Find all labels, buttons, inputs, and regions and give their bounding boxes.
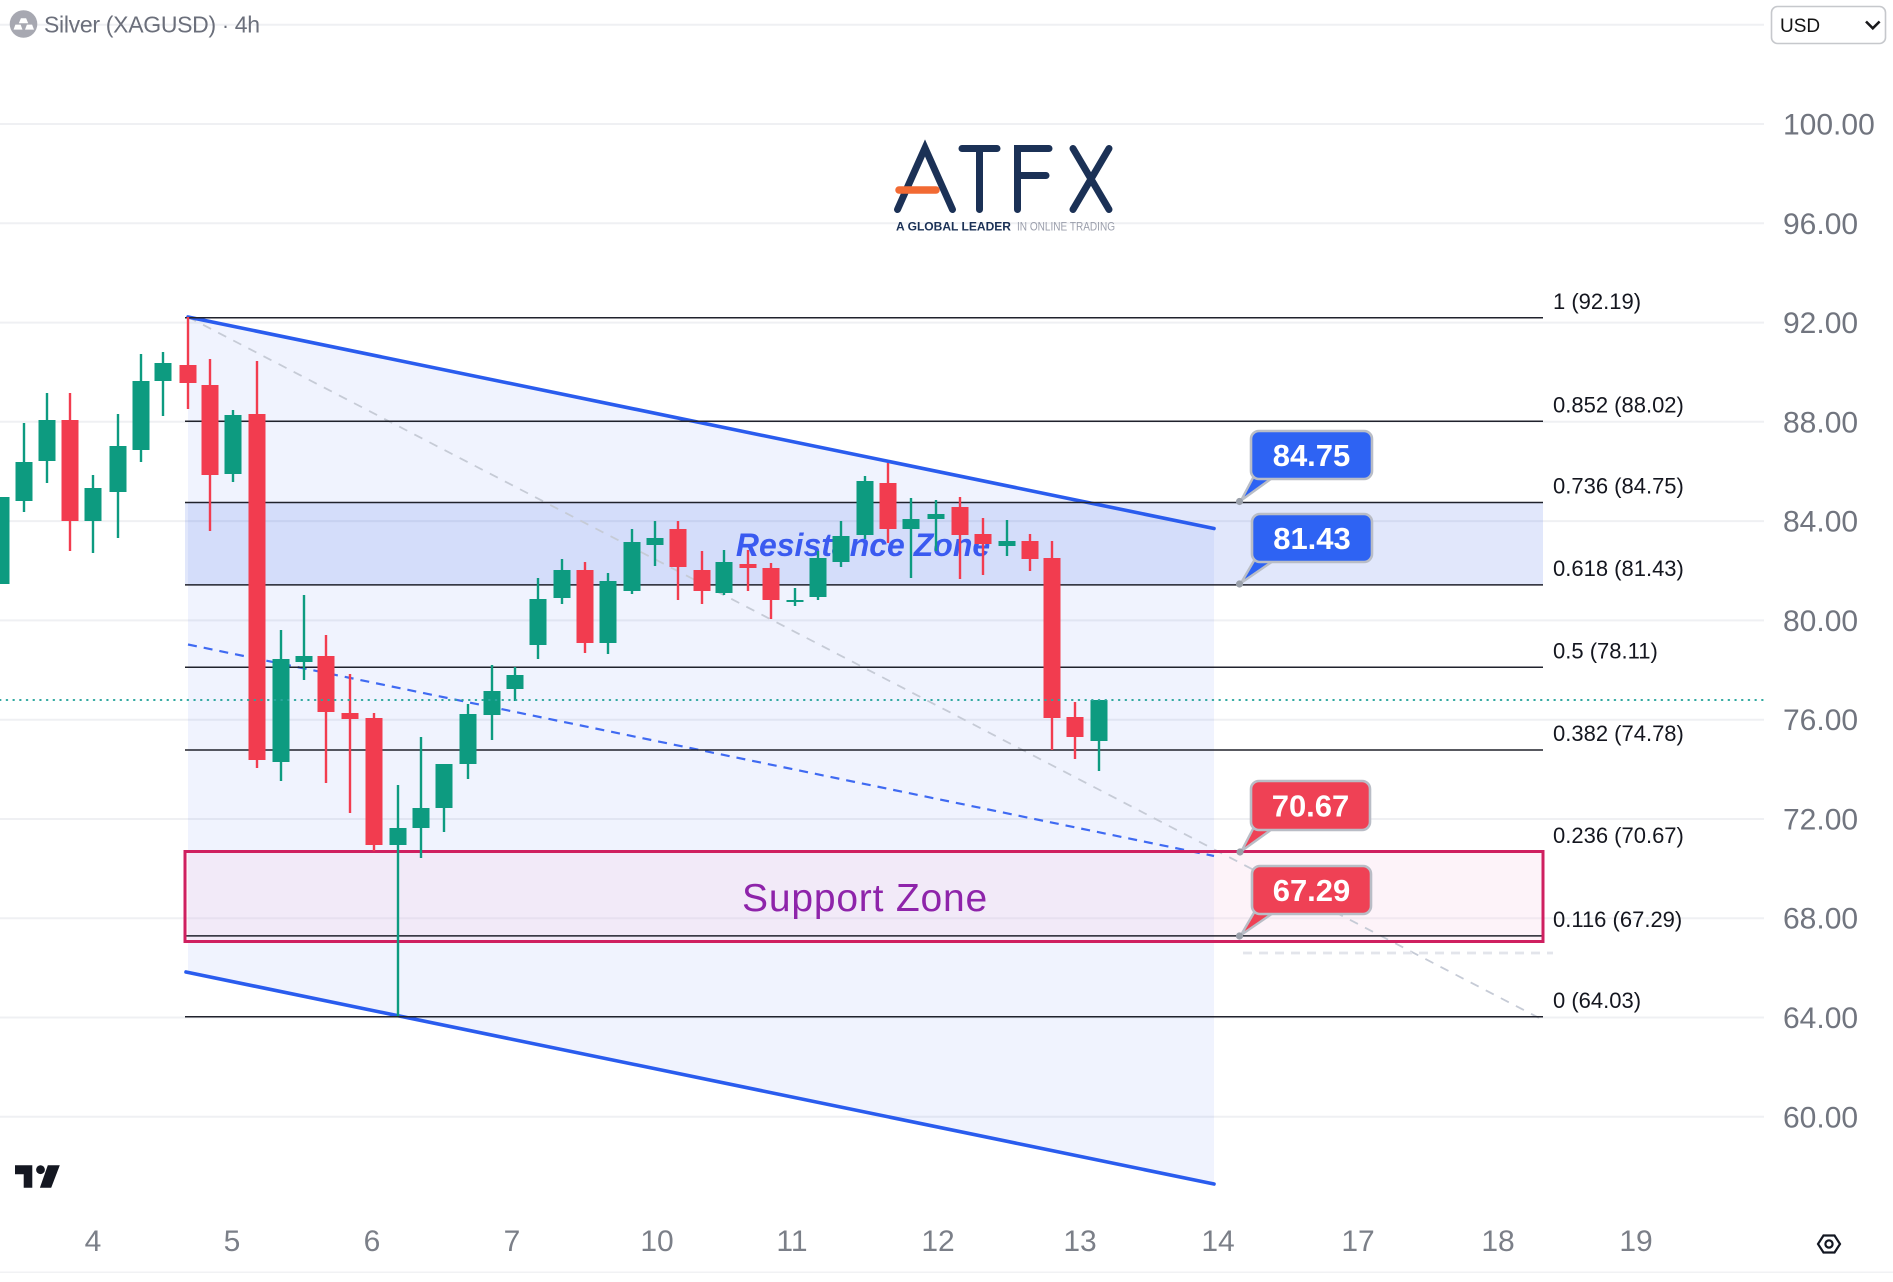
svg-text:0 (64.03): 0 (64.03) (1553, 988, 1641, 1013)
svg-text:0.382 (74.78): 0.382 (74.78) (1553, 721, 1684, 746)
svg-text:0.116 (67.29): 0.116 (67.29) (1553, 907, 1682, 932)
svg-text:0.736 (84.75): 0.736 (84.75) (1553, 474, 1684, 499)
svg-text:IN ONLINE TRADING: IN ONLINE TRADING (1017, 222, 1115, 234)
svg-text:72.00: 72.00 (1783, 804, 1858, 837)
svg-text:84.00: 84.00 (1783, 506, 1858, 539)
svg-text:88.00: 88.00 (1783, 406, 1858, 439)
svg-text:4: 4 (85, 1225, 102, 1258)
svg-text:84.75: 84.75 (1273, 438, 1351, 473)
svg-text:USD: USD (1780, 16, 1820, 37)
svg-text:68.00: 68.00 (1783, 903, 1858, 936)
svg-text:5: 5 (224, 1225, 241, 1258)
svg-text:7: 7 (504, 1225, 521, 1258)
svg-text:18: 18 (1481, 1225, 1514, 1258)
svg-text:12: 12 (921, 1225, 954, 1258)
svg-text:14: 14 (1201, 1225, 1234, 1258)
svg-text:0.236 (70.67): 0.236 (70.67) (1553, 823, 1684, 848)
svg-text:13: 13 (1063, 1225, 1096, 1258)
svg-text:11: 11 (776, 1225, 807, 1258)
svg-text:0.852 (88.02): 0.852 (88.02) (1553, 392, 1684, 417)
svg-text:92.00: 92.00 (1783, 307, 1858, 340)
svg-text:81.43: 81.43 (1273, 521, 1351, 556)
svg-text:100.00: 100.00 (1783, 109, 1875, 142)
svg-text:Support Zone: Support Zone (742, 877, 988, 920)
svg-text:64.00: 64.00 (1783, 1002, 1858, 1035)
svg-text:6: 6 (364, 1225, 381, 1258)
svg-text:67.29: 67.29 (1273, 873, 1351, 908)
svg-text:1 (92.19): 1 (92.19) (1553, 289, 1641, 314)
svg-text:60.00: 60.00 (1783, 1101, 1858, 1134)
svg-text:Silver (XAGUSD) · 4h: Silver (XAGUSD) · 4h (44, 12, 260, 38)
svg-text:96.00: 96.00 (1783, 208, 1858, 241)
svg-text:10: 10 (640, 1225, 673, 1258)
svg-text:0.5 (78.11): 0.5 (78.11) (1553, 638, 1658, 663)
svg-text:17: 17 (1341, 1225, 1374, 1258)
svg-text:19: 19 (1619, 1225, 1652, 1258)
svg-text:0.618 (81.43): 0.618 (81.43) (1553, 556, 1684, 581)
svg-text:80.00: 80.00 (1783, 605, 1858, 638)
svg-text:70.67: 70.67 (1272, 789, 1350, 824)
svg-text:76.00: 76.00 (1783, 704, 1858, 737)
svg-text:A GLOBAL LEADER: A GLOBAL LEADER (896, 222, 1012, 234)
